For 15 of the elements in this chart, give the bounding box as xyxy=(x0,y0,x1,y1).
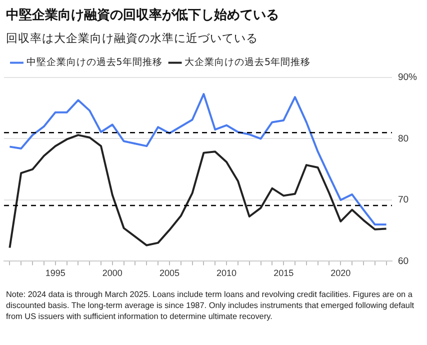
chart-title: 中堅企業向け融資の回収率が低下し始めている xyxy=(6,6,279,24)
text: Note: 2024 data is through March 2025. Loans include term loans and revolving credit facilities. Figures are on a discounted basis. The long-term average is since 1987. Only includes instruments that emerged following default from US issuers with sufficient information to determine ultimate recovery. xyxy=(6,289,416,322)
x-tick-label: 2000 xyxy=(102,268,122,278)
legend-label: 中堅企業向けの過去5年間推移 xyxy=(26,56,162,68)
y-tick-label: 60 xyxy=(398,256,409,267)
x-tick-label: 2005 xyxy=(159,268,180,278)
legend-label: 大企業向けの過去5年間推移 xyxy=(184,56,311,68)
x-tick-label: 2010 xyxy=(216,268,237,278)
y-tick-label: 80 xyxy=(398,133,409,144)
x-tick-label: 2020 xyxy=(330,268,351,278)
y-tick-label: 70 xyxy=(398,194,409,206)
y-tick-label: 90% xyxy=(398,72,418,84)
x-tick-label: 1995 xyxy=(45,268,66,278)
x-tick-label: 2015 xyxy=(274,268,294,278)
chart-subtitle: 回収率は大企業向け融資の水準に近づいている xyxy=(6,31,258,46)
